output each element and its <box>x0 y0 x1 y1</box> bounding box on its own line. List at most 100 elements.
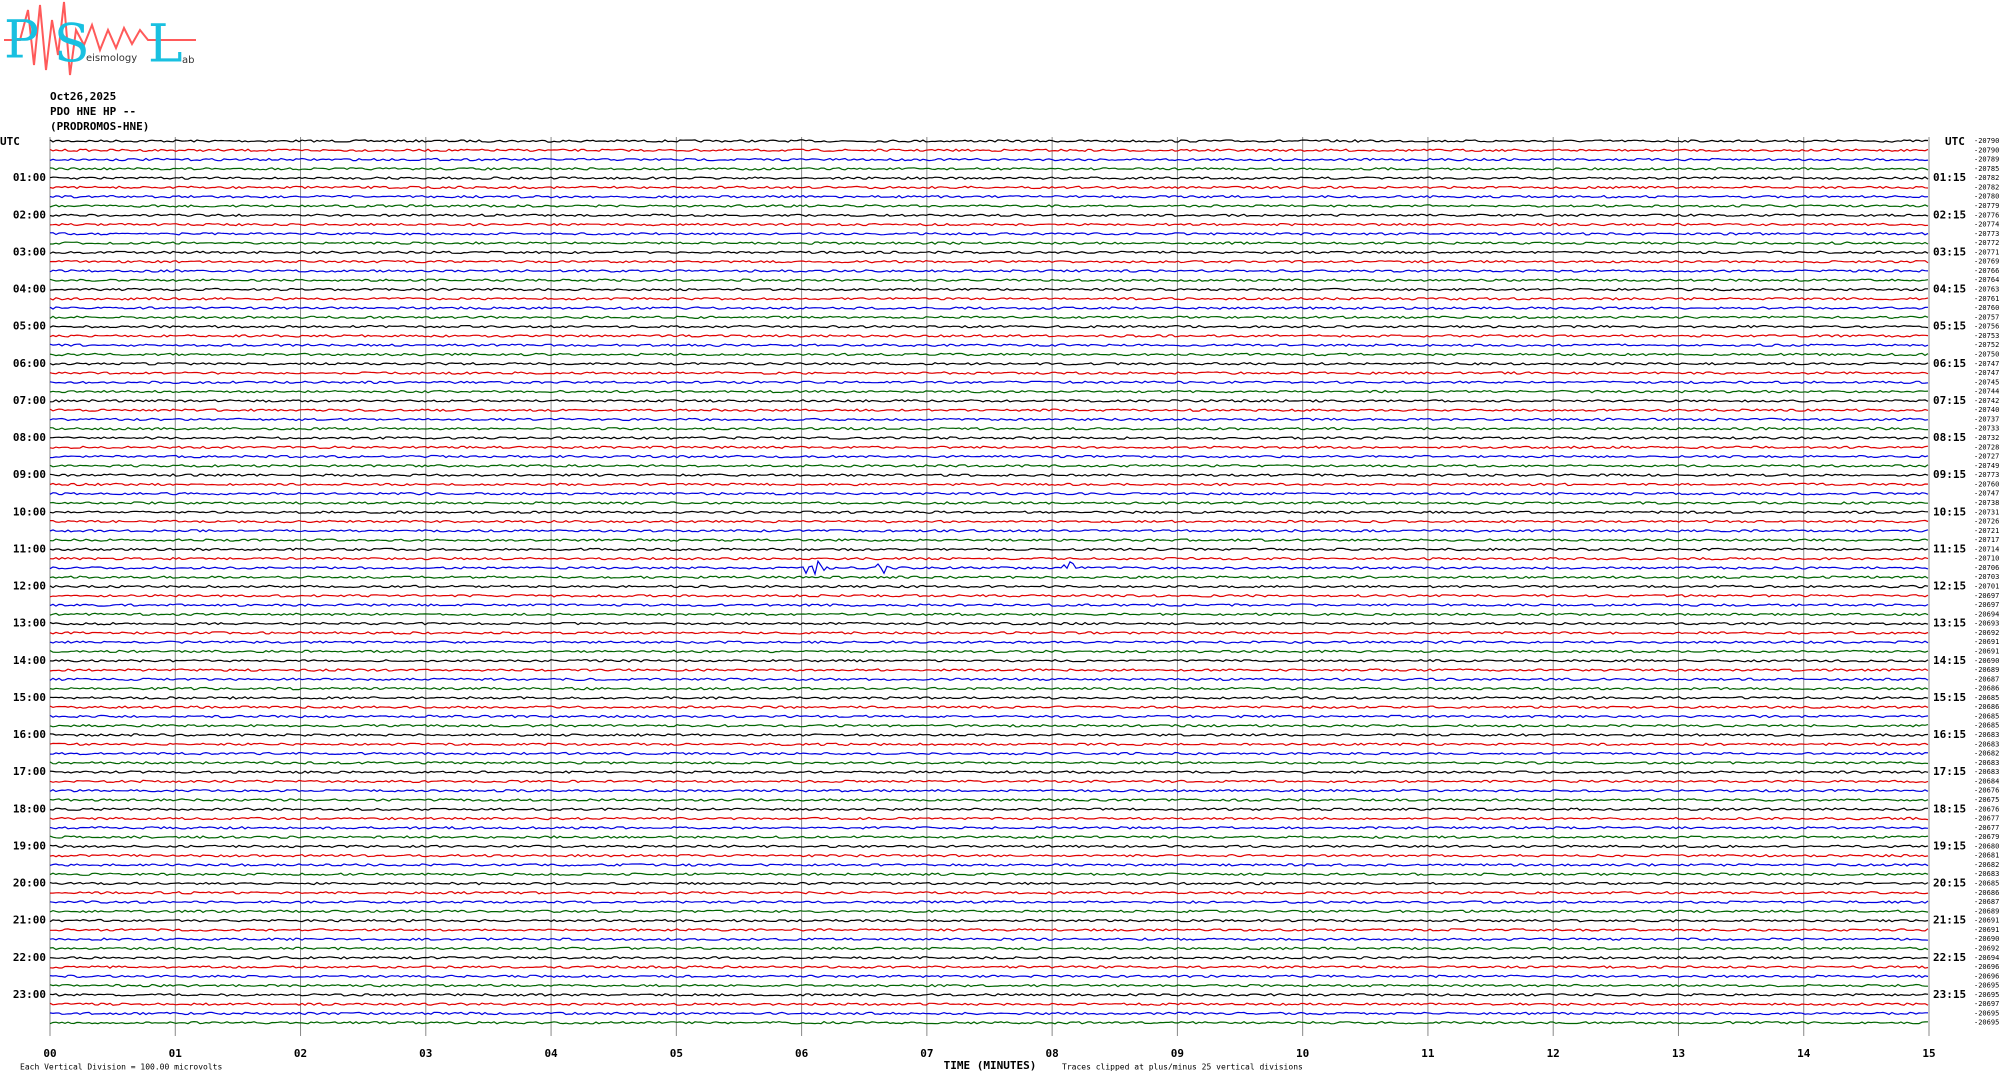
trace-value: -20785 <box>1974 165 1999 173</box>
hour-label: 14:00 <box>13 654 46 667</box>
hour-label: 21:00 <box>13 914 46 927</box>
trace <box>49 844 1929 849</box>
hour-label: 08:00 <box>13 431 46 444</box>
trace-value: -20696 <box>1974 963 1999 971</box>
date: Oct26,2025 <box>50 90 116 103</box>
trace <box>49 426 1929 431</box>
hour-label: 06:00 <box>13 357 46 370</box>
trace <box>49 1011 1928 1016</box>
x-tick-label: 08 <box>1046 1047 1059 1060</box>
trace <box>49 445 1929 450</box>
trace <box>49 788 1929 793</box>
trace-value: -20760 <box>1974 304 1999 312</box>
trace-value: -20750 <box>1974 350 1999 358</box>
trace <box>49 204 1929 208</box>
trace-value: -20764 <box>1974 276 1999 284</box>
trace-value: -20695 <box>1974 1019 1999 1027</box>
trace-value: -20760 <box>1974 480 1999 488</box>
trace-value: -20728 <box>1974 443 1999 451</box>
trace-value: -20773 <box>1974 230 1999 238</box>
right-hour-label: 07:15 <box>1933 394 1966 407</box>
trace <box>49 380 1929 385</box>
trace <box>49 900 1929 904</box>
trace <box>49 296 1929 301</box>
trace <box>49 723 1929 728</box>
trace-value: -20695 <box>1974 982 1999 990</box>
trace-value: -20721 <box>1974 527 1999 535</box>
trace <box>49 167 1929 171</box>
trace <box>49 473 1929 477</box>
hour-label: 02:00 <box>13 208 46 221</box>
trace <box>49 807 1928 812</box>
trace-value: -20782 <box>1974 183 1999 191</box>
hour-label: 23:00 <box>13 988 46 1001</box>
trace-value: -20691 <box>1974 638 1999 646</box>
trace <box>49 853 1929 858</box>
trace <box>49 909 1929 914</box>
trace <box>49 779 1929 784</box>
trace-value: -20706 <box>1974 564 1999 572</box>
trace-value: -20752 <box>1974 341 1999 349</box>
trace <box>49 770 1929 774</box>
trace-value: -20761 <box>1974 295 1999 303</box>
trace <box>49 946 1929 951</box>
trace <box>49 139 1929 143</box>
trace-value: -20685 <box>1974 722 1999 730</box>
trace-value: -20779 <box>1974 202 1999 210</box>
hour-label: 11:00 <box>13 542 46 555</box>
trace-value: -20747 <box>1974 490 1999 498</box>
trace <box>49 343 1929 347</box>
trace-value: -20789 <box>1974 156 1999 164</box>
logo: P S L eismology ab <box>4 1 196 76</box>
trace <box>49 361 1929 366</box>
trace-value: -20766 <box>1974 267 1999 275</box>
trace <box>49 733 1929 737</box>
trace-value: -20694 <box>1974 610 1999 618</box>
trace-value: -20726 <box>1974 518 1999 526</box>
trace <box>49 454 1929 459</box>
hour-label: 12:00 <box>13 580 46 593</box>
trace-value: -20680 <box>1974 842 1999 850</box>
trace-value: -20692 <box>1974 629 1999 637</box>
trace <box>49 213 1929 218</box>
right-hour-label: 19:15 <box>1933 839 1966 852</box>
logo-letter: S <box>54 15 90 75</box>
trace <box>49 287 1928 292</box>
x-tick-label: 04 <box>544 1047 558 1060</box>
trace <box>49 222 1929 227</box>
trace-value: -20740 <box>1974 406 1999 414</box>
x-tick-label: 05 <box>670 1047 683 1060</box>
hour-label: 20:00 <box>13 877 46 890</box>
trace-value: -20710 <box>1974 555 1999 563</box>
hour-label: 16:00 <box>13 728 46 741</box>
x-tick-label: 03 <box>419 1047 432 1060</box>
trace <box>49 631 1929 635</box>
trace <box>50 519 1929 524</box>
trace <box>49 872 1929 877</box>
logo-wave <box>4 1 196 76</box>
trace <box>49 464 1929 468</box>
hour-label: 18:00 <box>13 802 46 815</box>
trace-value: -20738 <box>1974 499 1999 507</box>
trace-value: -20689 <box>1974 666 1999 674</box>
trace-value: -20683 <box>1974 740 1999 748</box>
trace-value: -20683 <box>1974 759 1999 767</box>
trace <box>49 584 1929 589</box>
trace-value: -20687 <box>1974 898 1999 906</box>
trace <box>49 1020 1929 1025</box>
trace <box>49 677 1929 682</box>
trace-value: -20691 <box>1974 647 1999 655</box>
trace <box>49 185 1929 190</box>
right-header: UTC <box>1945 135 1965 148</box>
hour-label: 10:00 <box>13 505 46 518</box>
trace-value: -20731 <box>1974 508 1999 516</box>
trace-value: -20695 <box>1974 991 1999 999</box>
hour-label: 01:00 <box>13 171 46 184</box>
trace-value: -20697 <box>1974 601 1999 609</box>
trace <box>49 501 1928 505</box>
trace <box>49 993 1929 997</box>
trace <box>49 482 1929 487</box>
trace-value: -20790 <box>1974 137 1999 145</box>
clip-note: Traces clipped at plus/minus 25 vertical… <box>1062 1063 1303 1072</box>
x-tick-label: 10 <box>1296 1047 1309 1060</box>
